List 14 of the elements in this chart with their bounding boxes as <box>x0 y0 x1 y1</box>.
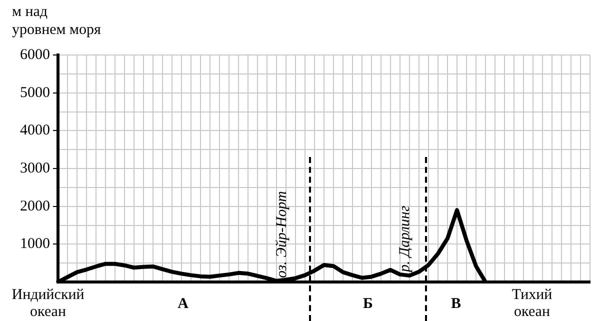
text: В <box>450 296 462 312</box>
text: А <box>178 296 189 312</box>
text: Б <box>363 296 374 312</box>
y-tick-label: 1000 <box>20 236 50 252</box>
y-tick-label: 2000 <box>20 198 50 214</box>
y-tick-label: 4000 <box>20 122 50 139</box>
y-axis-title: м над уровнем моря <box>12 4 101 38</box>
text: Тихий океан <box>512 286 552 320</box>
text: Индийский океан <box>12 286 84 320</box>
annotation: р. Дарлинг <box>396 206 413 273</box>
y-tick-label: 5000 <box>20 84 50 101</box>
annotation: оз. Эйр-Норт <box>274 190 290 278</box>
y-tick-label: 3000 <box>20 160 50 176</box>
y-tick-label: 6000 <box>20 46 50 63</box>
